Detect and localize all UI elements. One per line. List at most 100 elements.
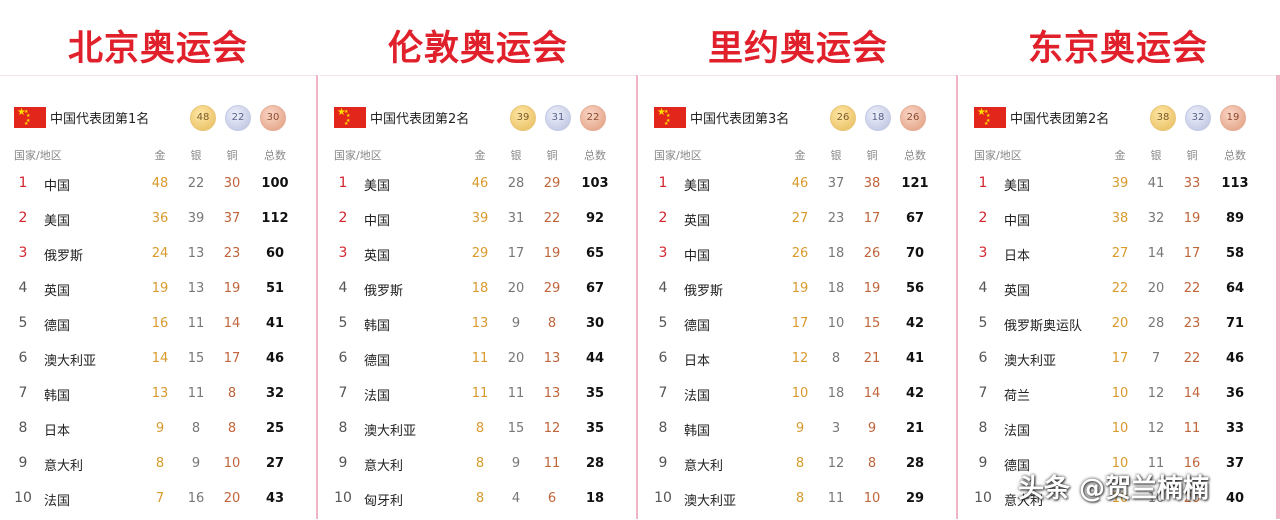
silver-count: 11	[187, 386, 205, 401]
total-count: 58	[1225, 246, 1245, 261]
china-flag-icon: ★ ★ ★ ★ ★	[14, 107, 46, 128]
table-row: 8 日本 9 8 8 25	[0, 411, 316, 446]
table-row: 1 美国 46 37 38 121	[640, 166, 956, 201]
silver-count: 41	[1147, 176, 1165, 191]
bronze-count: 22	[1183, 351, 1201, 366]
table-row: 8 澳大利亚 8 15 12 35	[320, 411, 636, 446]
gold-count: 17	[1111, 351, 1129, 366]
total-count: 28	[905, 456, 925, 471]
column-header-bronze: 铜	[226, 149, 238, 162]
bronze-count: 8	[227, 386, 237, 401]
column-header-gold: 金	[1114, 149, 1126, 162]
rank-number: 5	[978, 315, 988, 331]
silver-count: 8	[191, 421, 201, 436]
table-row: 7 韩国 13 11 8 32	[0, 376, 316, 411]
rank-number: 8	[338, 420, 348, 436]
column-header-total: 总数	[904, 149, 926, 162]
gold-medal-badge: 48	[190, 105, 216, 131]
delegation-rank: 中国代表团第1名	[50, 112, 150, 127]
gold-count: 11	[471, 351, 489, 366]
flag-star-icon: ★	[24, 109, 29, 115]
silver-count: 37	[827, 176, 845, 191]
gold-count: 13	[151, 386, 169, 401]
total-count: 36	[1225, 386, 1245, 401]
country-name: 中国	[44, 179, 71, 194]
column-header-country: 国家/地区	[334, 149, 382, 162]
flag-star-icon: ★	[986, 118, 991, 124]
delegation-summary: ★ ★ ★ ★ ★ 中国代表团第2名 39 31 22	[320, 99, 636, 135]
gold-count: 10	[1111, 456, 1129, 471]
flag-star-icon: ★	[664, 109, 669, 115]
delegation-rank: 中国代表团第2名	[1010, 112, 1110, 127]
table-row: 2 美国 36 39 37 112	[0, 201, 316, 236]
bronze-count: 8	[547, 316, 557, 331]
total-count: 30	[585, 316, 605, 331]
total-count: 43	[265, 491, 285, 506]
total-count: 121	[901, 176, 929, 191]
bronze-count: 11	[543, 456, 561, 471]
gold-count: 10	[1111, 421, 1129, 436]
country-name: 俄罗斯	[44, 249, 84, 264]
column-header-total: 总数	[1224, 149, 1246, 162]
total-count: 51	[265, 281, 285, 296]
total-count: 25	[265, 421, 285, 436]
rank-number: 7	[978, 385, 988, 401]
country-name: 英国	[684, 214, 711, 229]
silver-count: 12	[1147, 386, 1165, 401]
table-row: 7 荷兰 10 12 14 36	[960, 376, 1276, 411]
column-header-gold: 金	[794, 149, 806, 162]
silver-count: 12	[1147, 421, 1165, 436]
flag-star-icon: ★	[337, 107, 346, 118]
gold-count: 8	[795, 491, 805, 506]
gold-count: 39	[1111, 176, 1129, 191]
gold-count: 7	[155, 491, 165, 506]
bronze-count: 10	[223, 456, 241, 471]
silver-count: 16	[187, 491, 205, 506]
country-name: 俄罗斯	[684, 284, 724, 299]
gold-count: 29	[471, 246, 489, 261]
silver-count: 15	[507, 421, 525, 436]
bronze-count: 14	[863, 386, 881, 401]
delegation-summary: ★ ★ ★ ★ ★ 中国代表团第3名 26 18 26	[640, 99, 956, 135]
gold-count: 27	[791, 211, 809, 226]
gold-count: 39	[471, 211, 489, 226]
silver-count: 9	[191, 456, 201, 471]
country-name: 意大利	[684, 459, 724, 474]
gold-count: 8	[795, 456, 805, 471]
bronze-count: 13	[543, 351, 561, 366]
country-name: 意大利	[44, 459, 84, 474]
rank-number: 5	[18, 315, 28, 331]
silver-medal-badge: 18	[865, 105, 891, 131]
bronze-count: 22	[543, 211, 561, 226]
total-count: 44	[585, 351, 605, 366]
table-row: 10 澳大利亚 8 11 10 29	[640, 481, 956, 516]
table-row: 5 韩国 13 9 8 30	[320, 306, 636, 341]
silver-count: 20	[507, 281, 525, 296]
column-header-total: 总数	[264, 149, 286, 162]
country-name: 英国	[1004, 284, 1031, 299]
gold-count: 10	[1111, 491, 1129, 506]
column-header-country: 国家/地区	[654, 149, 702, 162]
gold-count: 24	[151, 246, 169, 261]
bronze-count: 17	[223, 351, 241, 366]
rank-number: 3	[18, 245, 28, 261]
rank-number: 6	[18, 350, 28, 366]
gold-count: 10	[1111, 386, 1129, 401]
gold-count: 16	[151, 316, 169, 331]
table-row: 6 澳大利亚 17 7 22 46	[960, 341, 1276, 376]
total-count: 56	[905, 281, 925, 296]
total-count: 27	[265, 456, 285, 471]
gold-count: 36	[151, 211, 169, 226]
country-name: 韩国	[364, 319, 391, 334]
gold-count: 38	[1111, 211, 1129, 226]
games-title: 里约奥运会	[707, 29, 888, 69]
table-row: 6 日本 12 8 21 41	[640, 341, 956, 376]
column-header-country: 国家/地区	[974, 149, 1022, 162]
silver-medal-badge: 31	[545, 105, 571, 131]
country-name: 英国	[364, 249, 391, 264]
rank-number: 8	[18, 420, 28, 436]
table-row: 10 匈牙利 8 4 6 18	[320, 481, 636, 516]
rank-number: 4	[978, 280, 988, 296]
total-count: 41	[265, 316, 285, 331]
column-header-silver: 银	[190, 149, 202, 162]
